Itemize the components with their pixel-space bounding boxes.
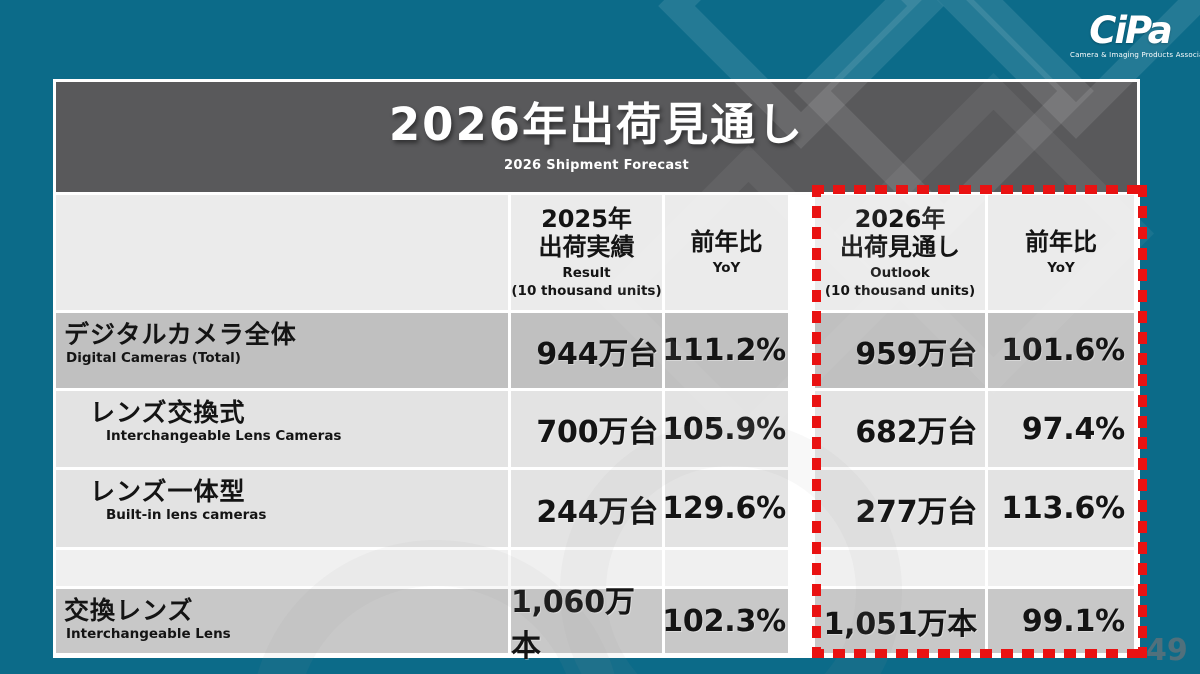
header-2025-result: 2025年 出荷実績 Result (10 thousand units) bbox=[511, 195, 662, 310]
row-ilc-label-ja: レンズ交換式 bbox=[90, 398, 246, 427]
digital-total-outlook-2026: 959万台 bbox=[815, 313, 985, 388]
header-2025-yoy-ja: 前年比 bbox=[690, 227, 763, 256]
header-2025-yoy-en: YoY bbox=[712, 259, 741, 276]
row-builtin-label-en: Built-in lens cameras bbox=[106, 506, 267, 523]
page-number: 49 bbox=[1146, 633, 1188, 668]
lens-yoy-2025: 102.3% bbox=[662, 589, 788, 653]
slide-title-bar: 2026年出荷見通し 2026 Shipment Forecast bbox=[56, 82, 1137, 192]
lens-result-2025: 1,060万本 bbox=[511, 585, 662, 664]
header-2025-result-en-line2: (10 thousand units) bbox=[511, 282, 662, 299]
row-digital-total-label-en: Digital Cameras (Total) bbox=[66, 349, 241, 366]
ilc-yoy-2026: 97.4% bbox=[988, 391, 1134, 467]
row-digital-total-label-ja: デジタルカメラ全体 bbox=[64, 320, 297, 349]
builtin-outlook-2026: 277万台 bbox=[815, 470, 985, 547]
row-lens-label: 交換レンズ Interchangeable Lens bbox=[56, 589, 508, 653]
column-gap-cell bbox=[791, 589, 812, 653]
spacer-cell bbox=[511, 550, 662, 586]
header-2025-yoy: 前年比 YoY bbox=[665, 195, 788, 310]
column-gap-cell bbox=[791, 391, 812, 467]
digital-total-yoy-2026: 101.6% bbox=[988, 313, 1134, 388]
header-2026-yoy: 前年比 YoY bbox=[988, 195, 1134, 310]
row-lens-label-en: Interchangeable Lens bbox=[66, 625, 231, 642]
ilc-yoy-2025: 105.9% bbox=[662, 391, 788, 467]
row-digital-total-label: デジタルカメラ全体 Digital Cameras (Total) bbox=[56, 313, 508, 388]
cipa-logo-tagline: Camera & Imaging Products Association bbox=[1070, 51, 1200, 59]
builtin-result-2025: 244万台 bbox=[511, 470, 662, 547]
builtin-yoy-2025: 129.6% bbox=[662, 470, 788, 547]
header-2026-yoy-ja: 前年比 bbox=[1025, 227, 1097, 256]
spacer-cell bbox=[815, 550, 985, 586]
slide-subtitle: 2026 Shipment Forecast bbox=[504, 157, 689, 173]
table-corner-cell bbox=[56, 195, 508, 310]
digital-total-yoy-2025: 111.2% bbox=[662, 313, 788, 388]
column-gap-cell bbox=[791, 313, 812, 388]
forecast-table: 2025年 出荷実績 Result (10 thousand units) 前年… bbox=[56, 195, 1134, 664]
column-gap-cell bbox=[791, 470, 812, 547]
cipa-logo-text: CiPa bbox=[1089, 9, 1173, 52]
header-2026-outlook: 2026年 出荷見通し Outlook (10 thousand units) bbox=[815, 195, 985, 310]
header-2026-outlook-en-line1: Outlook bbox=[870, 265, 930, 282]
header-2026-outlook-ja-line1: 2026年 bbox=[854, 204, 946, 233]
cipa-logo: CiPa Camera & Imaging Products Associati… bbox=[1070, 9, 1200, 59]
lens-yoy-2026: 99.1% bbox=[988, 589, 1134, 653]
row-builtin-label: レンズ一体型 Built-in lens cameras bbox=[56, 470, 508, 547]
spacer-cell bbox=[665, 550, 788, 586]
header-2026-outlook-ja-line2: 出荷見通し bbox=[840, 233, 960, 262]
spacer-cell bbox=[988, 550, 1134, 586]
column-gap-cell bbox=[791, 195, 812, 310]
row-ilc-label-en: Interchangeable Lens Cameras bbox=[106, 427, 342, 444]
row-ilc-label: レンズ交換式 Interchangeable Lens Cameras bbox=[56, 391, 508, 467]
ilc-result-2025: 700万台 bbox=[511, 391, 662, 467]
ilc-outlook-2026: 682万台 bbox=[815, 391, 985, 467]
slide-area: 2026年出荷見通し 2026 Shipment Forecast 2025年 … bbox=[53, 79, 1140, 664]
header-2025-result-en: Result (10 thousand units) bbox=[511, 265, 661, 300]
row-builtin-label-ja: レンズ一体型 bbox=[90, 477, 246, 506]
lens-outlook-2026: 1,051万本 bbox=[815, 589, 985, 653]
column-gap-cell bbox=[791, 550, 812, 586]
header-2026-yoy-en: YoY bbox=[1047, 259, 1075, 276]
builtin-yoy-2026: 113.6% bbox=[988, 470, 1134, 547]
spacer-cell bbox=[56, 550, 508, 586]
row-lens-label-ja: 交換レンズ bbox=[64, 596, 194, 625]
header-2025-result-ja-line2: 出荷実績 bbox=[538, 233, 635, 262]
header-2026-outlook-en-line2: (10 thousand units) bbox=[824, 282, 976, 299]
slide-title: 2026年出荷見通し bbox=[388, 97, 805, 151]
header-2025-result-en-line1: Result bbox=[562, 265, 611, 282]
header-2026-outlook-en: Outlook (10 thousand units) bbox=[825, 265, 975, 300]
header-2025-result-ja-line1: 2025年 bbox=[541, 204, 632, 233]
digital-total-result-2025: 944万台 bbox=[511, 313, 662, 388]
